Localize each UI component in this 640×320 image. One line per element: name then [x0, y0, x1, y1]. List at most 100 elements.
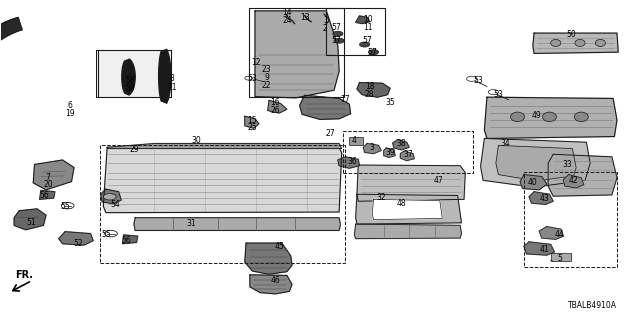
Circle shape — [467, 76, 477, 81]
Text: 57: 57 — [332, 23, 342, 32]
Text: 47: 47 — [434, 176, 444, 185]
Text: 50: 50 — [566, 30, 576, 39]
Text: 30: 30 — [191, 136, 201, 145]
Text: 58: 58 — [125, 76, 135, 85]
Text: 31: 31 — [186, 219, 196, 228]
Bar — [100, 145, 346, 263]
Ellipse shape — [574, 112, 588, 122]
Bar — [96, 50, 171, 97]
Ellipse shape — [550, 39, 561, 46]
Ellipse shape — [542, 112, 556, 122]
Text: 36: 36 — [347, 157, 356, 166]
Polygon shape — [364, 143, 381, 154]
Text: 32: 32 — [376, 193, 386, 202]
Polygon shape — [356, 194, 461, 224]
Polygon shape — [250, 275, 292, 294]
Polygon shape — [338, 157, 360, 168]
Polygon shape — [384, 148, 395, 157]
Polygon shape — [533, 33, 618, 53]
Text: 34: 34 — [500, 139, 509, 148]
Ellipse shape — [595, 39, 605, 46]
Text: 27: 27 — [325, 130, 335, 139]
Polygon shape — [496, 145, 576, 181]
Text: 1: 1 — [323, 16, 328, 25]
Text: 56: 56 — [122, 236, 131, 245]
Text: 55: 55 — [60, 202, 70, 211]
Circle shape — [61, 203, 74, 209]
Text: 40: 40 — [528, 178, 538, 187]
Text: 45: 45 — [275, 243, 284, 252]
Text: 46: 46 — [271, 276, 280, 285]
Polygon shape — [393, 140, 409, 150]
Text: 15: 15 — [248, 116, 257, 124]
Polygon shape — [0, 18, 22, 149]
Text: 44: 44 — [555, 230, 564, 239]
Text: 2: 2 — [323, 24, 328, 33]
Polygon shape — [484, 97, 617, 139]
Polygon shape — [122, 59, 135, 95]
Text: 14: 14 — [282, 8, 292, 17]
Ellipse shape — [511, 112, 525, 122]
Text: 18: 18 — [365, 82, 374, 91]
Text: 49: 49 — [532, 111, 541, 120]
Text: 37: 37 — [403, 150, 413, 159]
Polygon shape — [100, 189, 121, 204]
Text: 4: 4 — [352, 136, 357, 146]
Text: 48: 48 — [397, 199, 406, 208]
Text: 53: 53 — [473, 76, 483, 84]
Polygon shape — [529, 192, 553, 204]
Circle shape — [360, 42, 370, 47]
Polygon shape — [524, 242, 554, 255]
Text: 39: 39 — [385, 148, 395, 157]
Text: 52: 52 — [73, 239, 83, 248]
Text: 12: 12 — [252, 58, 261, 67]
Text: 8: 8 — [170, 74, 175, 83]
Bar — [99, 50, 171, 97]
Bar — [550, 252, 571, 261]
Polygon shape — [520, 175, 547, 190]
Text: 53: 53 — [493, 90, 503, 99]
Text: 56: 56 — [40, 191, 49, 200]
Ellipse shape — [575, 39, 585, 46]
Text: 20: 20 — [43, 180, 52, 189]
Polygon shape — [122, 235, 138, 244]
Polygon shape — [356, 16, 370, 24]
Text: 24: 24 — [282, 16, 292, 25]
Text: 51: 51 — [26, 218, 35, 227]
Text: 22: 22 — [262, 81, 271, 90]
Polygon shape — [59, 232, 93, 245]
Polygon shape — [107, 143, 342, 148]
Bar — [524, 172, 617, 267]
Polygon shape — [357, 165, 465, 201]
Text: 10: 10 — [364, 15, 373, 24]
Text: 7: 7 — [45, 172, 51, 182]
Text: 35: 35 — [385, 99, 395, 108]
Text: 59: 59 — [125, 84, 135, 93]
Polygon shape — [255, 11, 339, 98]
Text: 57: 57 — [332, 36, 342, 45]
Text: FR.: FR. — [15, 270, 33, 280]
Polygon shape — [33, 160, 74, 190]
Circle shape — [334, 38, 344, 43]
Bar — [349, 137, 364, 145]
Circle shape — [369, 50, 379, 55]
Text: 43: 43 — [540, 194, 549, 203]
Polygon shape — [103, 147, 342, 213]
Text: 17: 17 — [340, 95, 350, 104]
Polygon shape — [357, 83, 390, 97]
Text: 11: 11 — [364, 23, 373, 32]
Text: 5: 5 — [557, 254, 562, 263]
Polygon shape — [245, 243, 292, 274]
Polygon shape — [355, 224, 461, 239]
Circle shape — [333, 31, 343, 36]
Polygon shape — [300, 95, 351, 119]
Text: 26: 26 — [271, 106, 280, 115]
Text: 54: 54 — [110, 200, 120, 209]
Text: 38: 38 — [397, 139, 406, 148]
Polygon shape — [40, 190, 55, 199]
Bar — [326, 8, 385, 55]
Text: 3: 3 — [370, 143, 374, 152]
Polygon shape — [245, 116, 259, 128]
Polygon shape — [563, 175, 584, 188]
Text: TBALB4910A: TBALB4910A — [568, 301, 617, 310]
